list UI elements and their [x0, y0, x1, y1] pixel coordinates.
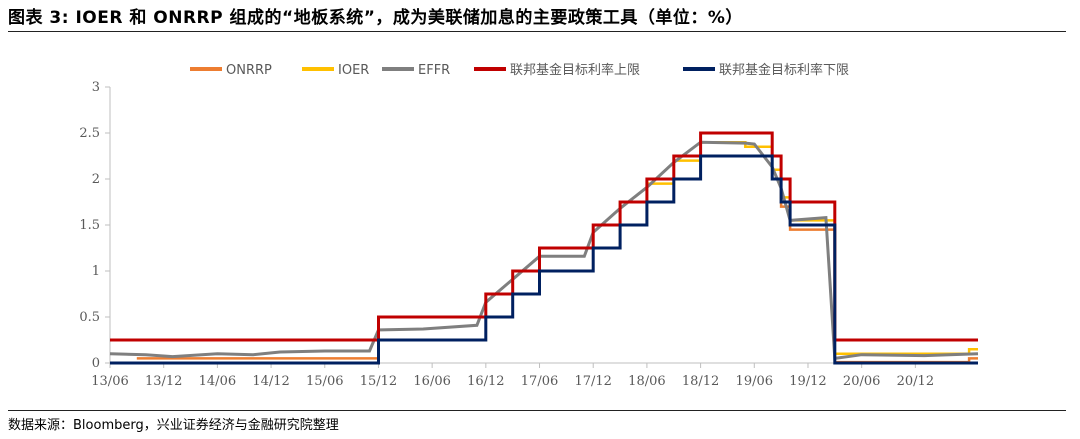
footer-rule [8, 410, 1066, 411]
y-tick-label: 1.5 [79, 218, 100, 233]
x-tick-label: 15/06 [306, 374, 343, 389]
y-tick-label: 0 [92, 356, 100, 371]
legend-label: ONRRP [226, 63, 272, 78]
chart-axes: 0 0.5 1 1.5 2 2.5 3 13/06 13/12 14/06 14/12 15/06 15… [79, 80, 978, 389]
legend-item: 联邦基金目标利率下限 [683, 62, 849, 78]
legend-item: 联邦基金目标利率上限 [474, 62, 640, 78]
x-tick-label: 13/06 [91, 374, 128, 389]
legend-item: EFFR [382, 63, 450, 78]
chart-legend: ONRRP IOER EFFR 联邦基金目标利率上限 联邦基金目标利率下限 [190, 62, 849, 78]
title-rule [8, 31, 1066, 32]
series-target-lower [110, 154, 978, 365]
legend-label: EFFR [418, 63, 450, 78]
chart-series [109, 131, 979, 365]
figure-title: 图表 3: IOER 和 ONRRP 组成的“地板系统”，成为美联储加息的主要政… [8, 8, 743, 28]
y-tick-label: 2.5 [79, 126, 100, 141]
series-effr [109, 140, 979, 361]
x-tick-label: 17/06 [521, 374, 558, 389]
x-tick-label: 20/06 [843, 374, 880, 389]
y-tick-label: 1 [92, 264, 100, 279]
x-tick-label: 18/06 [628, 374, 665, 389]
x-tick-label: 20/12 [897, 374, 934, 389]
y-tick-label: 3 [92, 80, 100, 95]
legend-label: 联邦基金目标利率上限 [510, 62, 640, 78]
x-tick-label: 16/06 [413, 374, 450, 389]
series-target-upper [110, 131, 978, 342]
x-tick-label: 13/12 [145, 374, 182, 389]
y-tick-label: 0.5 [79, 310, 100, 325]
x-tick-label: 16/12 [467, 374, 504, 389]
legend-item: IOER [302, 63, 369, 78]
x-tick-label: 19/12 [789, 374, 826, 389]
legend-label: IOER [338, 63, 369, 78]
x-tick-label: 15/12 [360, 374, 397, 389]
x-tick-label: 14/06 [199, 374, 236, 389]
legend-label: 联邦基金目标利率下限 [719, 62, 849, 78]
x-tick-label: 17/12 [574, 374, 611, 389]
x-tick-label: 18/12 [682, 374, 719, 389]
x-tick-label: 19/06 [736, 374, 773, 389]
x-tick-label: 14/12 [252, 374, 289, 389]
source-note: 数据来源：Bloomberg，兴业证券经济与金融研究院整理 [8, 418, 339, 433]
series-onrrp [136, 154, 978, 364]
legend-item: ONRRP [190, 63, 272, 78]
y-tick-label: 2 [92, 172, 100, 187]
